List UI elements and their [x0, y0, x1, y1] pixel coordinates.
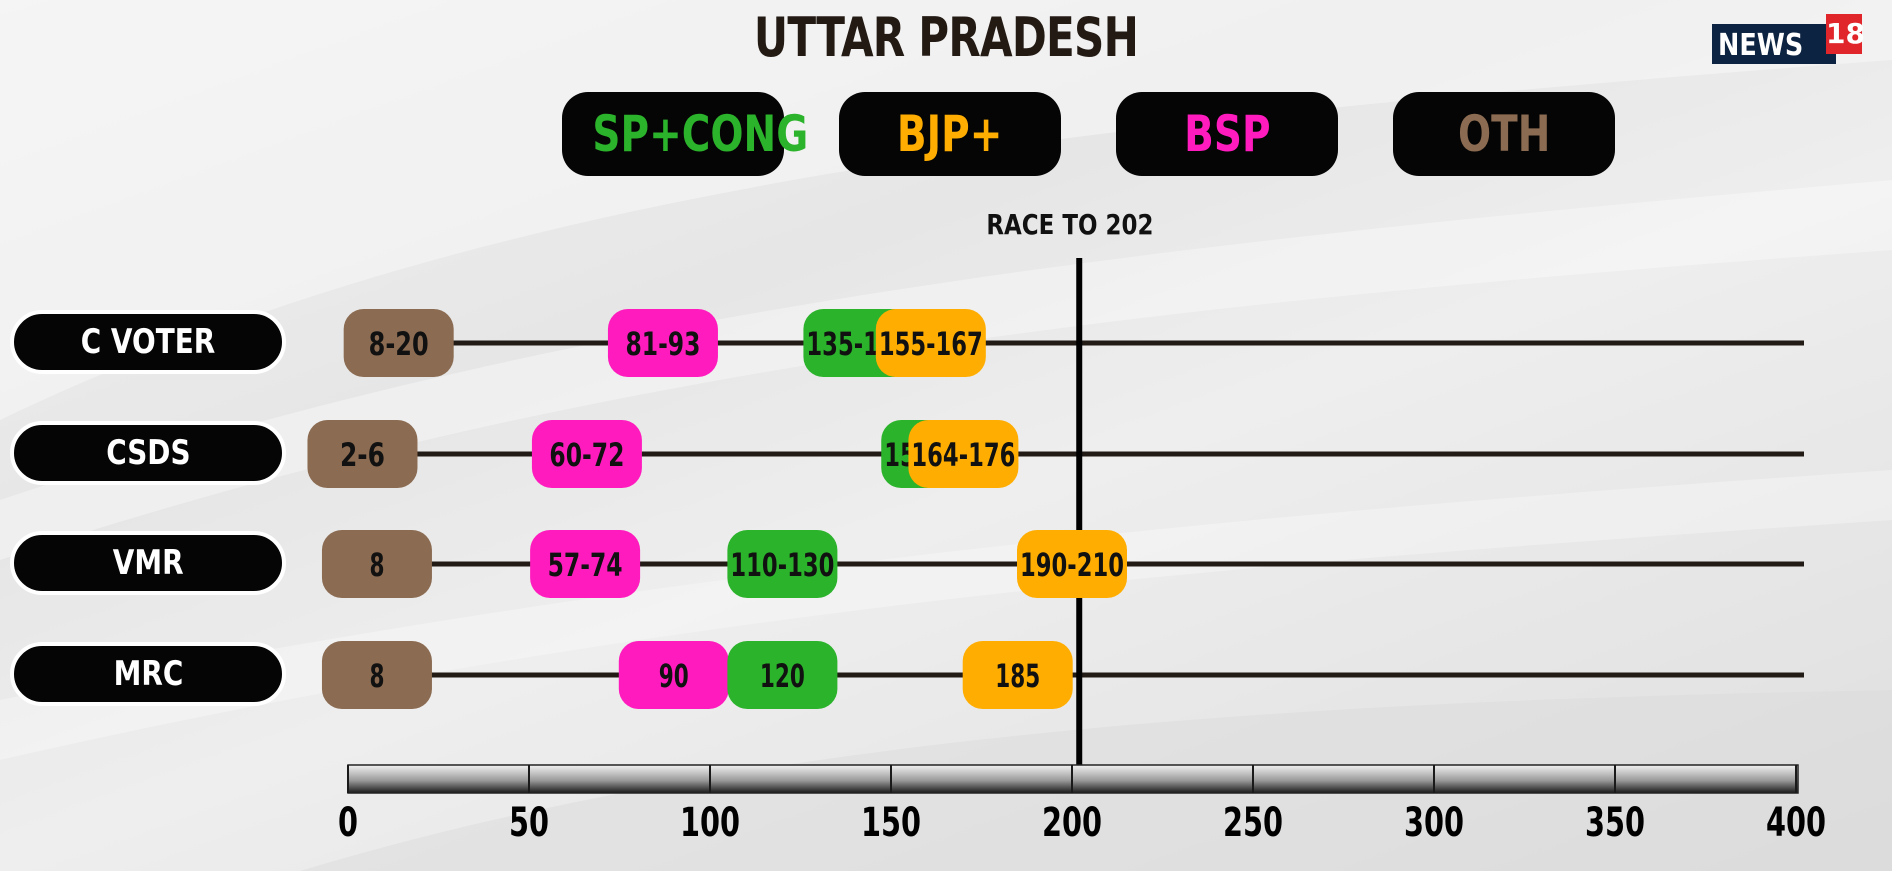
pollster-label-c-voter: C VOTER — [10, 310, 286, 374]
legend-bsp: BSP — [1116, 92, 1338, 176]
x-tick-label: 400 — [1766, 800, 1826, 846]
x-tick-label: 200 — [1042, 800, 1102, 846]
legend-label: BJP+ — [897, 105, 1003, 163]
pollster-label-mrc: MRC — [10, 642, 286, 706]
range-box-shape — [908, 420, 1019, 488]
range-box-oth: 8-20 — [343, 309, 454, 377]
range-box-shape — [530, 530, 641, 598]
range-box-shape — [1017, 530, 1127, 598]
range-box-shape — [875, 309, 986, 377]
range-box-bsp: 60-72 — [531, 420, 642, 488]
range-box-bjp-: 185 — [962, 641, 1073, 709]
legend-label: SP+CONG — [592, 105, 809, 163]
range-box-label: 110-130 — [730, 546, 834, 584]
page-title: UTTAR PRADESH — [753, 6, 1139, 69]
range-box-shape — [618, 641, 729, 709]
range-box-shape — [607, 309, 718, 377]
logo-text: NEWS — [1718, 28, 1804, 63]
x-tick-label: 100 — [680, 800, 740, 846]
range-box-oth: 8 — [321, 530, 432, 598]
legend-sp-cong: SP+CONG — [562, 92, 808, 176]
range-box-shape — [307, 420, 418, 488]
range-box-bsp: 90 — [618, 641, 729, 709]
range-box-label: 164-176 — [911, 436, 1015, 474]
pollster-label-vmr: VMR — [10, 531, 286, 595]
legend-bjp: BJP+ — [839, 92, 1061, 176]
majority-label: RACE TO 202 — [986, 208, 1154, 241]
range-box-sp-cong: 110-130 — [727, 530, 838, 598]
range-box-sp-cong: 120 — [727, 641, 838, 709]
range-box-bsp: 57-74 — [530, 530, 641, 598]
range-box-label: 81-93 — [625, 325, 700, 363]
range-box-shape — [727, 641, 838, 709]
range-box-label: 90 — [659, 657, 689, 695]
range-box-oth: 8 — [321, 641, 432, 709]
range-box-oth: 2-6 — [307, 420, 418, 488]
range-box-label: 185 — [995, 657, 1040, 695]
legend-oth: OTH — [1393, 92, 1615, 176]
range-box-label: 120 — [760, 657, 805, 695]
range-box-shape — [962, 641, 1073, 709]
range-box-shape — [727, 530, 838, 598]
x-tick-label: 300 — [1404, 800, 1464, 846]
range-box-label: 2-6 — [340, 436, 385, 474]
logo-number: 18 — [1826, 14, 1865, 54]
range-box-bjp-: 190-210 — [1017, 530, 1127, 598]
range-box-shape — [531, 420, 642, 488]
range-box-label: 155-167 — [879, 325, 983, 363]
range-box-label: 60-72 — [549, 436, 624, 474]
range-box-label: 8-20 — [369, 325, 429, 363]
range-box-label: 57-74 — [548, 546, 623, 584]
news18-logo: NEWS 18 — [1712, 14, 1865, 66]
legend-label: OTH — [1457, 105, 1551, 163]
legend-label: BSP — [1183, 105, 1271, 163]
x-tick-label: 150 — [861, 800, 921, 846]
range-box-bjp-: 155-167 — [875, 309, 986, 377]
x-tick-label: 350 — [1585, 800, 1645, 846]
range-box-label: 8 — [369, 657, 384, 695]
x-tick-label: 0 — [338, 800, 358, 846]
range-box-label: 8 — [369, 546, 384, 584]
x-tick-label: 250 — [1223, 800, 1283, 846]
range-box-bjp-: 164-176 — [908, 420, 1019, 488]
range-box-bsp: 81-93 — [607, 309, 718, 377]
x-tick-label: 50 — [509, 800, 549, 846]
range-box-shape — [343, 309, 454, 377]
pollster-label-csds: CSDS — [10, 421, 286, 485]
range-box-shape — [321, 530, 432, 598]
range-box-label: 190-210 — [1020, 546, 1124, 584]
range-box-shape — [321, 641, 432, 709]
